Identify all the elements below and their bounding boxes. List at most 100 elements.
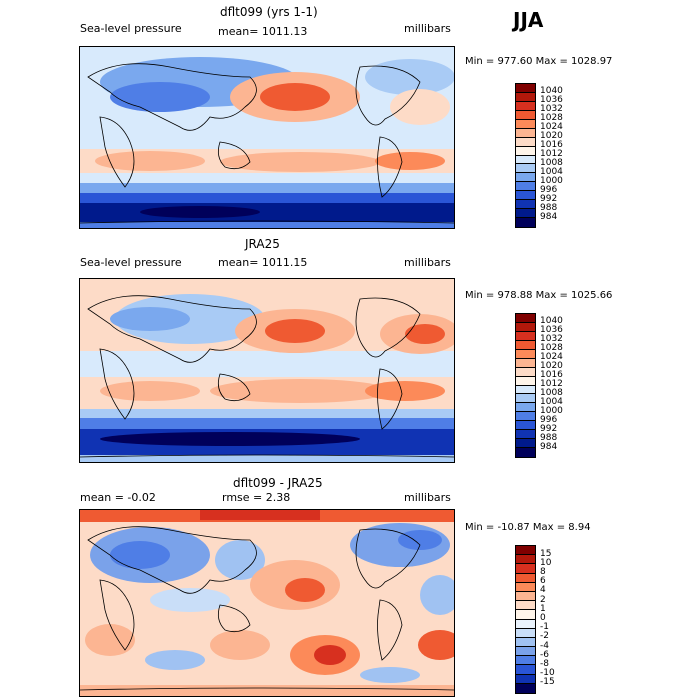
- colorbar-tick-label: 1040: [540, 86, 563, 97]
- colorbar-swatch: [516, 367, 535, 377]
- colorbar-tick-label: 1000: [540, 175, 563, 186]
- colorbar-swatch: [516, 647, 535, 657]
- panel1-title: dflt099 (yrs 1-1): [220, 5, 318, 19]
- colorbar-tick-label: 984: [540, 441, 558, 452]
- panel3-units: millibars: [404, 491, 451, 504]
- colorbar-swatch: [516, 314, 535, 323]
- colorbar-tick-label: 1008: [540, 157, 563, 168]
- colorbar-tick-label: 988: [540, 432, 558, 443]
- colorbar-tick-label: 1032: [540, 104, 563, 115]
- colorbar-tick-label: 8: [540, 567, 546, 578]
- colorbar-tick-label: 1036: [540, 325, 563, 336]
- panel2-map: [79, 278, 455, 463]
- colorbar-tick-label: 15: [540, 548, 552, 559]
- colorbar-swatch: [516, 340, 535, 350]
- colorbar-tick-label: 984: [540, 211, 558, 222]
- panel2-mean: mean= 1011.15: [218, 256, 308, 269]
- panel2-units: millibars: [404, 256, 451, 269]
- colorbar-tick-label: 1: [540, 603, 546, 614]
- colorbar-tick-label: 1008: [540, 387, 563, 398]
- colorbar-swatch: [516, 358, 535, 368]
- colorbar-swatch: [516, 448, 535, 457]
- colorbar-tick-label: 0: [540, 613, 546, 623]
- colorbar-swatch: [516, 110, 535, 120]
- panel2-left-label: Sea-level pressure: [80, 256, 182, 269]
- colorbar-swatch: [516, 173, 535, 183]
- colorbar-swatch: [516, 200, 535, 210]
- colorbar-tick-label: 1028: [540, 113, 563, 124]
- colorbar-swatch: [516, 394, 535, 404]
- panel3-colorbar: [515, 545, 536, 694]
- colorbar-tick-label: 1004: [540, 396, 563, 407]
- panel2-minmax: Min = 978.88 Max = 1025.66: [465, 290, 613, 301]
- colorbar-swatch: [516, 656, 535, 666]
- colorbar-tick-label: -2: [540, 631, 549, 642]
- colorbar-swatch: [516, 439, 535, 449]
- colorbar-tick-label: 1012: [540, 149, 563, 159]
- colorbar-tick-label: 1000: [540, 405, 563, 416]
- colorbar-tick-label: 6: [540, 576, 546, 587]
- panel2-field: [80, 279, 454, 462]
- colorbar-swatch: [516, 619, 535, 629]
- panel1-mean: mean= 1011.13: [218, 25, 308, 38]
- colorbar-swatch: [516, 101, 535, 111]
- panel1-map: [79, 46, 455, 229]
- colorbar-tick-label: 1028: [540, 343, 563, 354]
- colorbar-swatch: [516, 421, 535, 431]
- colorbar-tick-label: 1004: [540, 166, 563, 177]
- colorbar-swatch: [516, 591, 535, 602]
- panel3-minmax: Min = -10.87 Max = 8.94: [465, 522, 591, 533]
- colorbar-swatch: [516, 637, 535, 648]
- colorbar-tick-label: 1036: [540, 95, 563, 106]
- colorbar-tick-label: 996: [540, 184, 558, 195]
- colorbar-swatch: [516, 610, 535, 620]
- colorbar-swatch: [516, 385, 535, 395]
- panel3-colorbar-labels: 15 10 8 6 4 2 1 0 -1 -2 -4 -6 -8 -10 -15: [540, 545, 580, 692]
- colorbar-tick-label: 992: [540, 193, 558, 204]
- colorbar-swatch: [516, 84, 535, 93]
- colorbar-swatch: [516, 665, 535, 675]
- colorbar-swatch: [516, 683, 535, 693]
- colorbar-swatch: [516, 601, 535, 611]
- colorbar-tick-label: -6: [540, 649, 549, 660]
- colorbar-tick-label: -10: [540, 668, 555, 679]
- colorbar-swatch: [516, 564, 535, 574]
- panel1-field: [80, 47, 454, 228]
- colorbar-tick-label: 2: [540, 594, 546, 605]
- panel3-title: dflt099 - JRA25: [233, 476, 323, 490]
- panel3-mean: mean = -0.02: [80, 491, 156, 504]
- colorbar-tick-label: 996: [540, 414, 558, 425]
- colorbar-swatch: [516, 128, 535, 138]
- colorbar-swatch: [516, 137, 535, 147]
- panel3-map: [79, 509, 455, 697]
- colorbar-tick-label: 1024: [540, 122, 563, 133]
- colorbar-tick-label: -8: [540, 658, 549, 669]
- colorbar-tick-label: -15: [540, 677, 555, 688]
- colorbar-swatch: [516, 331, 535, 341]
- colorbar-tick-label: 1040: [540, 316, 563, 327]
- colorbar-swatch: [516, 191, 535, 201]
- colorbar-tick-label: 1016: [540, 370, 563, 381]
- colorbar-swatch: [516, 349, 535, 359]
- panel1-colorbar-labels: 1040 1036 1032 1028 1024 1020 1016 1012 1008 1004…: [540, 83, 580, 226]
- colorbar-swatch: [516, 555, 535, 565]
- colorbar-tick-label: -4: [540, 640, 549, 651]
- panel1-left-label: Sea-level pressure: [80, 22, 182, 35]
- panel1-minmax: Min = 977.60 Max = 1028.97: [465, 56, 613, 67]
- colorbar-swatch: [516, 376, 535, 386]
- colorbar-swatch: [516, 412, 535, 422]
- colorbar-tick-label: -1: [540, 622, 549, 633]
- panel1-units: millibars: [404, 22, 451, 35]
- panel3-field: [80, 510, 454, 696]
- colorbar-swatch: [516, 92, 535, 102]
- colorbar-swatch: [516, 164, 535, 174]
- colorbar-swatch: [516, 218, 535, 227]
- colorbar-swatch: [516, 573, 535, 583]
- colorbar-swatch: [516, 155, 535, 165]
- colorbar-tick-label: 1012: [540, 379, 563, 389]
- colorbar-swatch: [516, 674, 535, 684]
- panel1-colorbar: [515, 83, 536, 228]
- panel2-colorbar: [515, 313, 536, 458]
- colorbar-swatch: [516, 146, 535, 156]
- panel2-title: JRA25: [245, 237, 280, 251]
